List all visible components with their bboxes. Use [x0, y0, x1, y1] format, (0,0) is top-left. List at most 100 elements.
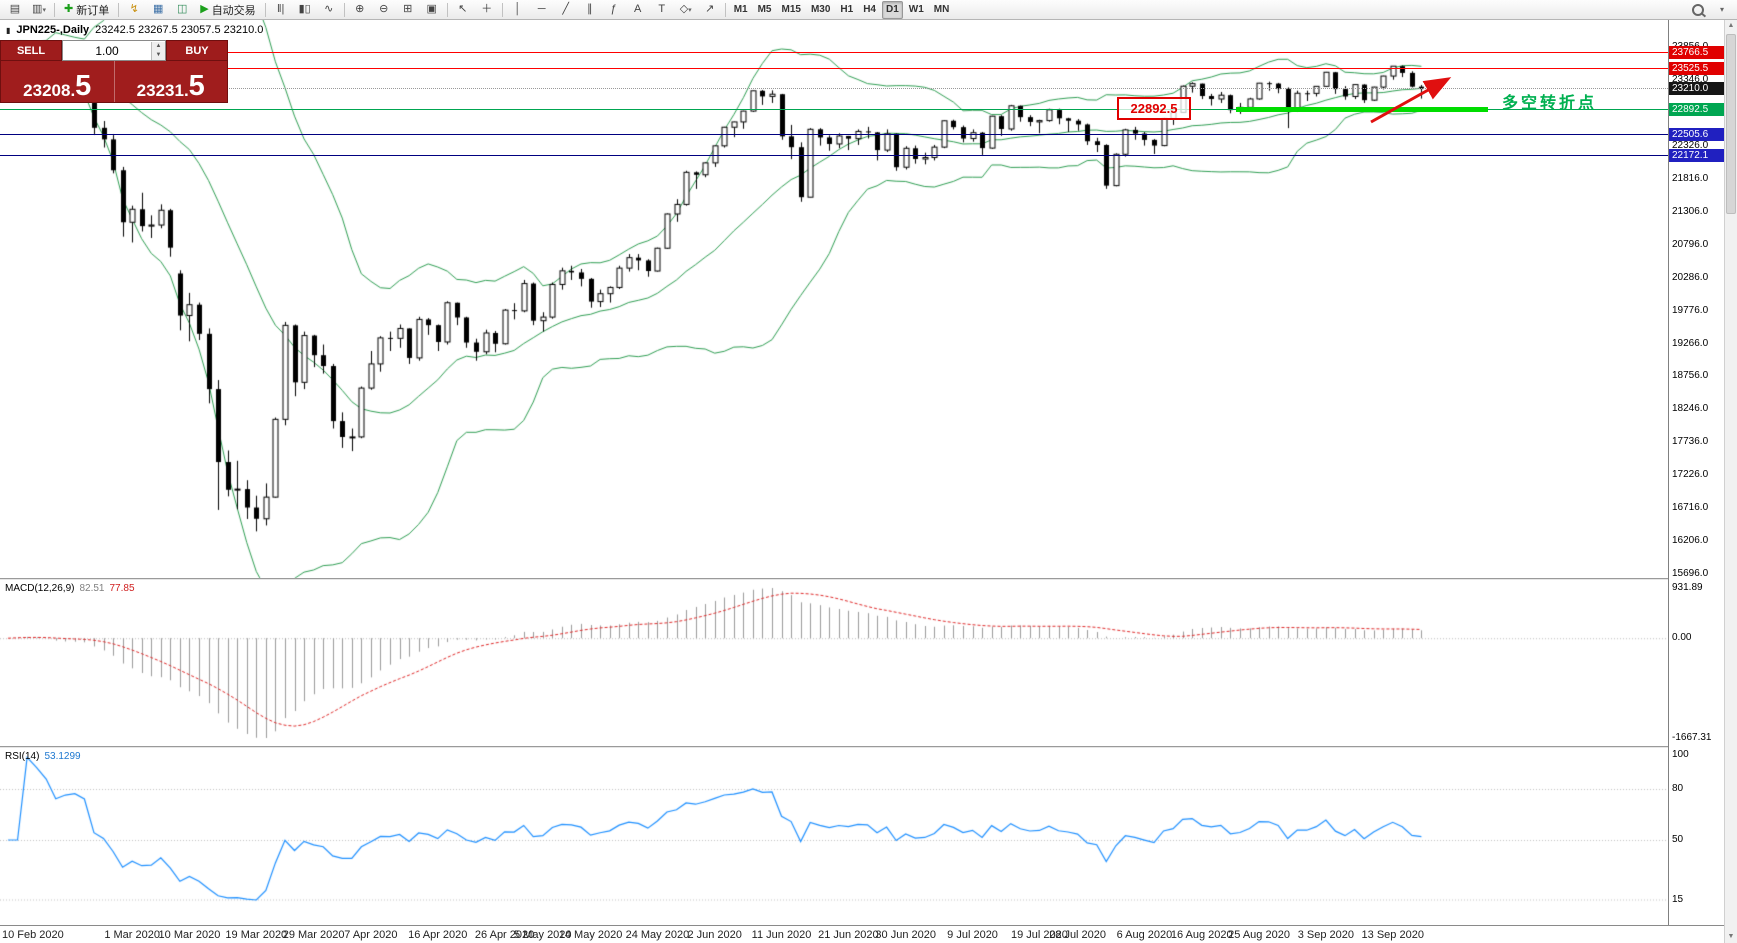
panel-separator-macd[interactable] [0, 578, 1724, 581]
price-tick: 21306.0 [1672, 205, 1709, 217]
rsi-axis-label: 15 [1672, 893, 1684, 905]
buy-button[interactable]: BUY [166, 40, 228, 61]
toolbar-options-button[interactable]: ▾ [1710, 0, 1734, 19]
shapes-button[interactable]: ◇ ▾ [679, 3, 692, 15]
timeframe-m30-button[interactable]: M30 [810, 4, 831, 15]
label-tool-button[interactable]: T [650, 0, 674, 19]
sell-button[interactable]: SELL [0, 40, 62, 61]
trendline-icon: ╱ [562, 3, 569, 15]
bar-chart-button[interactable]: ‖| [269, 0, 293, 19]
price-tick: 15696.0 [1672, 568, 1709, 580]
timeframe-h4-button[interactable]: H4 [863, 4, 876, 15]
buy-price-pips: 5 [188, 70, 205, 103]
horizontal-line-button[interactable]: ─ [530, 0, 554, 19]
toolbar-right-group: ▾ [1686, 0, 1734, 19]
shapes-icon: ◇ [679, 3, 689, 15]
buy-price-button[interactable]: 23231. 5 [115, 61, 228, 102]
profiles-button[interactable]: ▥ ▾ [32, 3, 46, 15]
horizontal-level-line[interactable] [0, 88, 1668, 90]
zoom-in-button[interactable]: ⊕ [348, 0, 372, 19]
date-label: 3 Sep 2020 [1297, 929, 1355, 941]
scrollbar-up-arrow[interactable]: ▲ [1727, 22, 1735, 29]
price-tick: 18246.0 [1672, 403, 1709, 415]
price-tick: 16206.0 [1672, 535, 1709, 547]
arrow-tool-button[interactable]: ↗ [698, 0, 722, 19]
new-order-button[interactable]: ✚ 新订单 [58, 0, 115, 19]
fibonacci-button[interactable]: ƒ [602, 0, 626, 19]
sell-price-main: 23208. [23, 81, 76, 100]
date-label: 29 Mar 2020 [282, 929, 345, 941]
price-tick: 17736.0 [1672, 436, 1709, 448]
toolbar-separator [343, 2, 345, 17]
date-label: 14 May 2020 [558, 929, 623, 941]
autotrading-label: 自动交易 [211, 4, 256, 17]
crosshair-button[interactable]: ＋ [475, 0, 499, 19]
price-badge: 22892.5 [1669, 102, 1724, 116]
terminal-icon: ◫ [177, 3, 188, 15]
zoom-out-button[interactable]: ⊖ [372, 0, 396, 19]
timeframe-m1-button[interactable]: M1 [733, 4, 748, 15]
sell-price-button[interactable]: 23208. 5 [1, 61, 114, 102]
price-badge: 23525.5 [1669, 61, 1724, 75]
toolbar-separator [446, 2, 448, 17]
vertical-line-button[interactable]: │ [506, 0, 530, 19]
trendline-button[interactable]: ╱ [554, 0, 578, 19]
toolbar-separator [118, 2, 120, 17]
volume-input[interactable]: 1.00 ▲ ▼ [62, 40, 166, 61]
cursor-button[interactable]: ↖ [451, 0, 475, 19]
terminal-button[interactable]: ◫ [170, 0, 194, 19]
macd-axis-label: 931.89 [1672, 582, 1703, 593]
panel-separator-rsi[interactable] [0, 746, 1724, 749]
trade-panel-divider [113, 61, 115, 102]
volume-down-button[interactable]: ▼ [152, 50, 165, 60]
date-label: 26 Apr 2020 [474, 929, 535, 941]
timeframe-m15-button[interactable]: M15 [781, 4, 801, 15]
channel-icon: ∥ [586, 3, 593, 15]
timeframe-m5-button[interactable]: M5 [757, 4, 772, 15]
price-badge: 22172.1 [1669, 149, 1724, 163]
horizontal-level-line[interactable] [0, 67, 1668, 69]
price-level-annotation-box[interactable]: 22892.5 [1117, 97, 1191, 120]
horizontal-level-line[interactable] [0, 133, 1668, 135]
metaeditor-button[interactable]: ↯ [122, 0, 146, 19]
macd-label: MACD(12,26,9) 82.51 77.85 [5, 583, 135, 594]
fibonacci-icon: ƒ [610, 3, 617, 15]
chart-scrollbar[interactable]: ▲ ▼ [1724, 20, 1737, 943]
bar-chart-icon: ‖| [276, 3, 285, 15]
horizontal-level-line[interactable] [0, 52, 1668, 54]
new-chart-button[interactable]: ▤ [3, 0, 27, 19]
grid-icon: ⊞ [403, 3, 413, 15]
market-watch-button[interactable]: ▦ [146, 0, 170, 19]
toolbar-separator [724, 2, 726, 17]
horizontal-level-line[interactable] [0, 155, 1668, 157]
autotrading-button[interactable]: ▶ 自动交易 [194, 0, 261, 19]
horizontal-line-icon: ─ [537, 3, 546, 15]
volume-up-button[interactable]: ▲ [152, 41, 165, 51]
grid-button[interactable]: ⊞ [396, 0, 420, 19]
trade-panel-top-row: SELL 1.00 ▲ ▼ BUY [0, 40, 228, 61]
text-tool-button[interactable]: A [626, 0, 650, 19]
search-button[interactable] [1686, 0, 1710, 19]
line-chart-button[interactable]: ∿ [317, 0, 341, 19]
market-watch-icon: ▦ [153, 3, 164, 15]
timeframe-h1-button[interactable]: H1 [840, 4, 854, 15]
timeframe-d1-button[interactable]: D1 [882, 0, 903, 19]
horizontal-level-line[interactable] [0, 108, 1668, 110]
support-line-annotation[interactable] [1236, 107, 1488, 112]
scrollbar-down-arrow[interactable]: ▼ [1727, 933, 1735, 940]
channel-button[interactable]: ∥ [578, 0, 602, 19]
tile-windows-button[interactable]: ▣ [420, 0, 444, 19]
rsi-name: RSI(14) [5, 751, 40, 762]
scrollbar-thumb[interactable] [1726, 34, 1736, 214]
price-tick: 20796.0 [1672, 238, 1709, 250]
date-axis: 10 Feb 2020 1 Mar 2020 10 Mar 2020 19 Mar 2… [0, 925, 1737, 943]
timeframe-mn-button[interactable]: MN [933, 4, 950, 15]
sell-price-pips: 5 [75, 70, 92, 103]
candlestick-chart-button[interactable]: ▮▯ [293, 0, 317, 19]
macd-signal-value: 77.85 [109, 583, 135, 594]
rsi-axis-label: 50 [1672, 834, 1684, 845]
autotrading-play-icon: ▶ [200, 3, 209, 15]
new-order-icon: ✚ [64, 3, 74, 15]
timeframe-w1-button[interactable]: W1 [908, 4, 924, 15]
